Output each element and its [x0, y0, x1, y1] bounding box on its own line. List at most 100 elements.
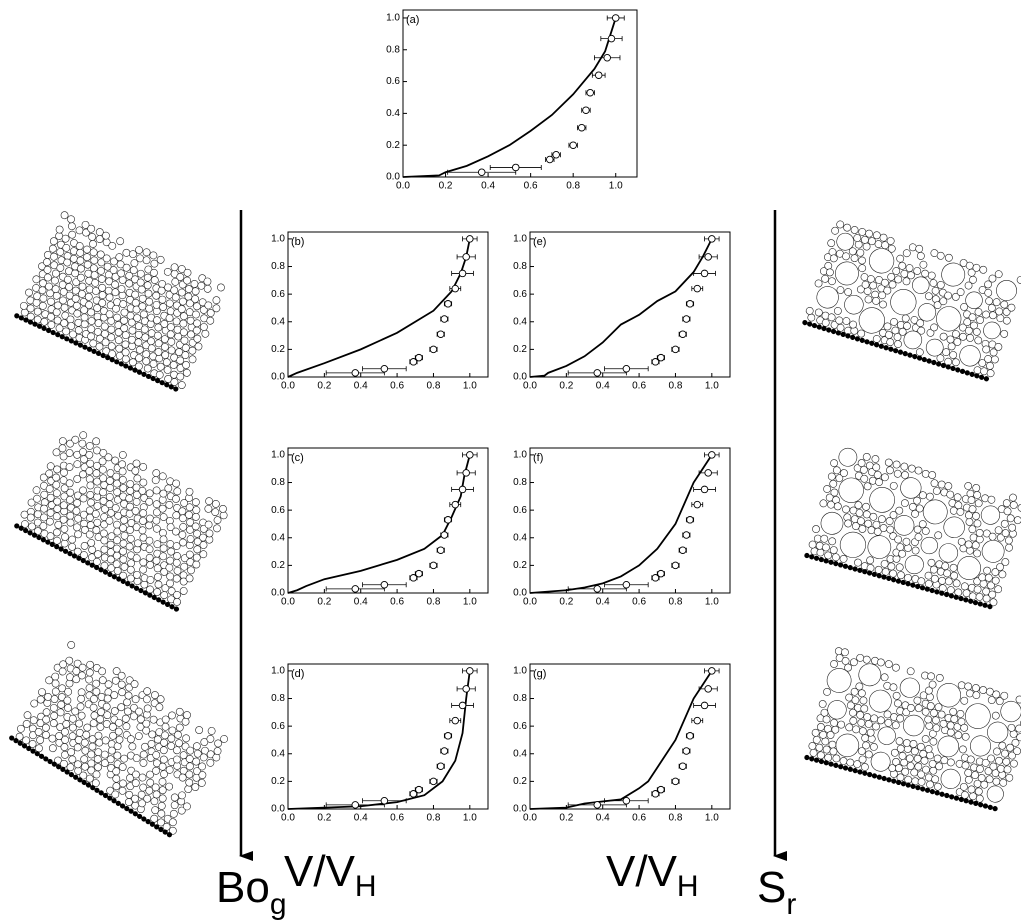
particle [121, 714, 130, 723]
particle [860, 704, 869, 713]
x-tick-label: 0.6 [632, 597, 646, 608]
particle [30, 699, 39, 708]
particle [138, 773, 147, 782]
particle [158, 762, 167, 771]
particle [67, 322, 76, 330]
particle [176, 372, 185, 381]
particle [987, 754, 995, 763]
panel-label: (e) [533, 236, 546, 248]
base-particle [809, 756, 815, 762]
particle [114, 336, 123, 345]
particle [83, 253, 91, 262]
particle [51, 672, 60, 681]
particle [48, 734, 57, 743]
particle [930, 479, 939, 488]
base-particle [915, 785, 921, 791]
particle [884, 660, 893, 668]
particle [73, 450, 82, 459]
particle [127, 318, 136, 327]
particle [980, 780, 989, 789]
x-tick-label: 0.6 [390, 381, 404, 392]
base-particle [14, 523, 20, 529]
particle [935, 762, 944, 771]
base-particle [809, 554, 815, 560]
particle [934, 531, 943, 540]
particle [844, 288, 853, 296]
particle [183, 268, 192, 277]
particle [126, 534, 135, 543]
particle [117, 680, 126, 689]
particle [89, 264, 98, 273]
particle [987, 696, 996, 704]
particle [857, 459, 866, 467]
particle [88, 742, 97, 751]
particle [917, 326, 926, 335]
particle [820, 534, 829, 543]
large-particle [838, 447, 858, 467]
particle [67, 222, 76, 231]
data-point [477, 168, 486, 176]
particle [192, 553, 201, 562]
x-tick-label: 1.0 [705, 597, 719, 608]
particle [191, 783, 200, 791]
particle [118, 467, 127, 476]
base-particle [897, 349, 904, 355]
particle [956, 288, 965, 296]
particle [36, 736, 45, 744]
x-tick-label: 0.2 [559, 597, 573, 608]
particle [831, 226, 840, 235]
base-particle [969, 371, 975, 377]
particle [95, 235, 104, 243]
base-particle [91, 348, 97, 354]
particle [111, 272, 120, 281]
particle [125, 279, 134, 288]
particle [976, 765, 984, 773]
particle [913, 696, 922, 705]
particle [107, 316, 116, 325]
particle [103, 711, 112, 720]
large-particle [826, 668, 852, 693]
data-point [657, 353, 665, 362]
base-particle [881, 775, 887, 782]
particle [72, 675, 81, 684]
particle [829, 254, 838, 263]
particle [864, 750, 873, 759]
particle [146, 576, 155, 584]
particle [977, 774, 986, 782]
particle [47, 297, 55, 306]
x-tick-label: 0.0 [523, 597, 537, 608]
particle [946, 490, 955, 499]
particle [898, 327, 907, 336]
particle [60, 743, 69, 751]
large-particle [986, 785, 1004, 803]
particle [91, 278, 100, 287]
particle [906, 762, 915, 770]
plot-frame [529, 447, 731, 594]
label-main: S [757, 863, 786, 912]
x-tick-label: 0.2 [317, 597, 331, 608]
particle [818, 700, 827, 708]
particle [149, 251, 158, 260]
particle [1009, 501, 1018, 509]
y-tick-label: 0.4 [513, 532, 527, 543]
particle [65, 463, 74, 471]
particle [61, 234, 70, 243]
y-tick-label: 0.6 [513, 505, 527, 516]
particle [994, 270, 1003, 279]
particle [86, 481, 95, 490]
data-point [380, 364, 389, 373]
particle [143, 687, 152, 696]
particle [104, 680, 113, 689]
particle [828, 537, 837, 546]
particle [111, 288, 120, 297]
particle [950, 715, 959, 723]
particle [866, 556, 875, 565]
particle [885, 331, 893, 339]
particle [852, 725, 860, 734]
particle [121, 348, 130, 357]
base-particle [974, 373, 980, 379]
particle [890, 748, 899, 757]
particle [160, 738, 168, 747]
x-tick-label: 0.6 [632, 381, 646, 392]
particle [993, 747, 1001, 756]
